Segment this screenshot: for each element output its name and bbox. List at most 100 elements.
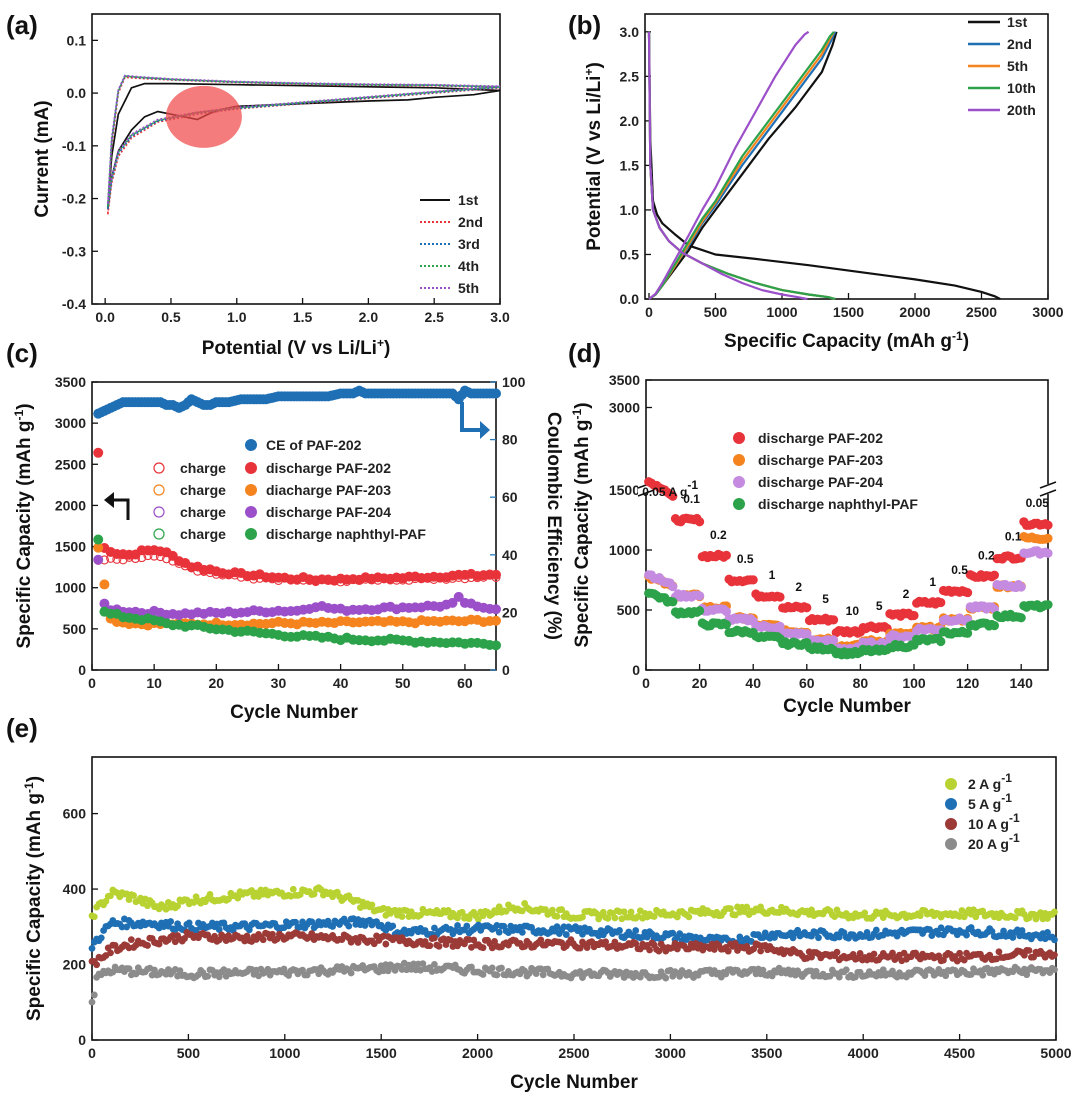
- panel-e-point-steel: [1009, 934, 1017, 941]
- panel-d-point-discharge-PAF-204: [775, 621, 785, 631]
- panel-c-point-charge-PAF-202: [404, 575, 414, 585]
- panel-c-point-charge-PAF-202: [398, 575, 408, 585]
- panel-d-point-discharge-PAF-204: [829, 635, 839, 645]
- panel-c-point-charge-PAF-202: [423, 572, 433, 582]
- panel-e-point-lime: [611, 914, 619, 922]
- panel-e-label: (e): [6, 713, 38, 743]
- panel-e-point-lime: [206, 890, 214, 898]
- panel-e-xtick-label: 2500: [558, 1045, 589, 1061]
- panel-c-arrow-right-head-icon: [480, 421, 490, 439]
- panel-a-legend-label: 3rd: [458, 236, 480, 252]
- panel-e-point-steel: [815, 934, 822, 942]
- panel-d-ytick-label: 3500: [609, 372, 640, 388]
- panel-c-legend-row: discharge PAF-202: [266, 460, 391, 476]
- panel-d-xtick-label: 100: [902, 675, 926, 691]
- panel-c-right-ytick-label: 80: [502, 432, 518, 448]
- panel-c-legend-open-marker: [153, 462, 165, 474]
- panel-e-point-lime: [599, 908, 607, 916]
- panel-e-point-steel: [518, 928, 526, 936]
- panel-e-point-lime: [620, 908, 628, 916]
- panel-c-legend-charge: charge: [180, 482, 226, 498]
- panel-d-xtick-label: 40: [745, 675, 761, 691]
- panel-c-xlabel: Cycle Number: [230, 702, 358, 723]
- panel-c-point-charge-PAF-202: [460, 574, 470, 584]
- panel-e-point-steel: [963, 931, 970, 939]
- panel-e-point-lime: [861, 909, 869, 917]
- panel-b-ytick-label: 2.0: [620, 113, 640, 129]
- panel-d-axis-break-mark: [1039, 481, 1057, 489]
- panel-d-point-discharge-PAF-204: [668, 582, 678, 592]
- panel-e-point-lime: [398, 913, 406, 920]
- panel-d-xlabel: Cycle Number: [783, 696, 911, 717]
- panel-e-point-gray: [979, 971, 987, 979]
- panel-c-point-diacharge-PAF-203: [491, 615, 501, 626]
- panel-d-rate-label: 0.5: [951, 563, 968, 577]
- panel-e-point-brown: [655, 947, 663, 955]
- panel-e-point-gray: [921, 972, 929, 980]
- panel-a-legend-label: 2nd: [458, 214, 483, 230]
- panel-e-point-steel: [863, 929, 871, 936]
- panel-c-legend-filled-marker: [245, 528, 257, 540]
- panel-c-point-charge-PAF-202: [367, 573, 377, 583]
- panel-a-legend-label: 1st: [458, 192, 479, 208]
- panel-c-xtick-label: 60: [457, 675, 473, 691]
- panel-d-axis-break-gap: [1040, 484, 1056, 494]
- panel-b-charge-20th: [648, 30, 810, 300]
- panel-e-point-gray: [384, 967, 392, 975]
- panel-c-ytick-label: 0: [78, 662, 86, 678]
- panel-d-point-discharge-naphthyl-PAF: [668, 597, 678, 607]
- panel-e-point-brown: [107, 949, 114, 957]
- panel-c-point-charge-PAF-202: [329, 576, 339, 586]
- panel-c-legend-charge: charge: [180, 460, 226, 476]
- panel-e-point-steel: [215, 926, 223, 933]
- panel-e-legend-marker: [945, 838, 957, 850]
- panel-e-point-lime: [604, 914, 612, 922]
- panel-a-xtick-label: 1.0: [227, 309, 247, 325]
- panel-e-xtick-label: 3500: [751, 1045, 782, 1061]
- panel-e-legend-marker: [945, 778, 957, 790]
- panel-d-xtick-label: 0: [642, 675, 650, 691]
- panel-e-point-steel: [329, 923, 337, 930]
- panel-a-ytick-label: 0.0: [67, 85, 87, 101]
- panel-e-ytick-label: 600: [63, 806, 87, 822]
- panel-c-point-charge-PAF-202: [466, 572, 476, 583]
- panel-e-point-gray: [768, 972, 776, 980]
- panel-e-legend-marker: [945, 798, 957, 810]
- panel-c-point-charge-PAF-202: [317, 574, 327, 584]
- panel-c-point-charge-PAF-202: [348, 574, 358, 584]
- panel-e-legend-label: 2 A g-1: [968, 771, 1012, 792]
- panel-e-point-brown: [833, 948, 841, 956]
- panel-e-point-gray: [842, 966, 850, 974]
- panel-c-xtick-label: 40: [333, 675, 349, 691]
- panel-e-ylabel: Specific Capacity (mAh g-1): [22, 776, 45, 1021]
- panel-a-frame: [91, 13, 501, 305]
- panel-e-point-gray: [479, 971, 487, 978]
- panel-d-point-discharge-PAF-202: [936, 597, 946, 608]
- panel-e-point-lime: [174, 902, 182, 910]
- panel-d-legend-label: discharge PAF-204: [758, 474, 883, 490]
- panel-e-point-brown: [900, 949, 908, 957]
- panel-a-ytick-label: -0.2: [62, 191, 86, 207]
- panel-c-point-charge-PAF-202: [230, 570, 240, 580]
- panel-e-point-brown: [426, 942, 434, 950]
- panel-c-point-charge-PAF-202: [491, 572, 501, 582]
- panel-e-point-brown: [611, 938, 619, 946]
- panel-d-axis-break-mark: [637, 489, 655, 497]
- panel-d-xtick-label: 60: [799, 675, 815, 691]
- panel-e-point-brown: [731, 940, 739, 947]
- panel-e-point-gray: [488, 964, 496, 972]
- panel-e-point-steel: [185, 919, 193, 927]
- panel-e-point-brown: [1025, 947, 1033, 954]
- panel-e-legend-label: 10 A g-1: [968, 811, 1020, 832]
- panel-a-ytick-label: -0.4: [62, 296, 86, 312]
- panel-d-point-discharge-PAF-204: [1016, 582, 1026, 592]
- panel-b-ylabel: Potential (V vs Li/Li+): [582, 62, 605, 251]
- panel-d-xtick-label: 20: [692, 675, 708, 691]
- panel-a-highlight-circle: [165, 85, 242, 148]
- panel-a-ylabel: Current (mA): [32, 100, 53, 217]
- panel-d-rate-label: 10: [846, 604, 860, 618]
- panel-c-point-charge-PAF-202: [485, 570, 495, 580]
- panel-e-point-steel: [562, 931, 570, 938]
- panel-e-point-brown: [1051, 951, 1058, 959]
- panel-d-point-discharge-PAF-203: [1043, 533, 1053, 543]
